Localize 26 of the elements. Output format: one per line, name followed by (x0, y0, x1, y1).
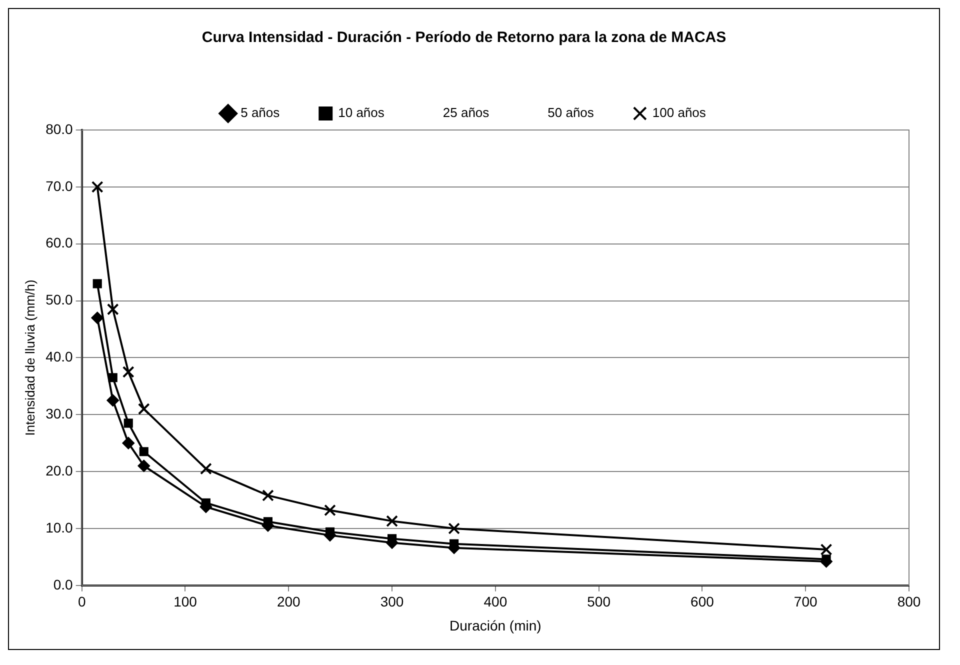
x-axis-title: Duración (min) (450, 617, 542, 634)
x-tick-label: 400 (484, 594, 508, 610)
y-tick-label: 0.0 (53, 576, 74, 592)
x-tick-label: 500 (587, 594, 611, 610)
x-tick-label: 0 (78, 594, 86, 610)
y-tick-label: 10.0 (46, 519, 74, 536)
legend-label: 5 años (240, 105, 280, 120)
y-tick-label: 70.0 (46, 178, 74, 194)
x-tick-label: 300 (380, 594, 404, 610)
y-tick-label: 50.0 (46, 292, 74, 308)
x-tick-label: 800 (897, 594, 921, 610)
text: 50 años (548, 105, 594, 120)
y-tick-label: 30.0 (46, 405, 74, 422)
x-tick-label: 600 (690, 594, 714, 610)
x-tick-label: 700 (794, 594, 818, 610)
text: 25 años (442, 105, 490, 120)
x-tick-label: 200 (276, 594, 301, 610)
y-tick-label: 80.0 (46, 120, 74, 137)
y-tick-label: 20.0 (46, 462, 74, 478)
x-tick-label: 100 (174, 594, 198, 610)
y-tick-label: 40.0 (46, 348, 74, 365)
legend-label: 100 años (652, 105, 706, 120)
legend-label: 10 años (338, 105, 385, 120)
chart-title: Curva Intensidad - Duración - Período de Retorno para la zona de MACAS (202, 29, 726, 46)
y-axis-title: Intensidad de lluvia (mm/h) (22, 280, 38, 436)
y-tick-label: 60.0 (46, 234, 74, 251)
